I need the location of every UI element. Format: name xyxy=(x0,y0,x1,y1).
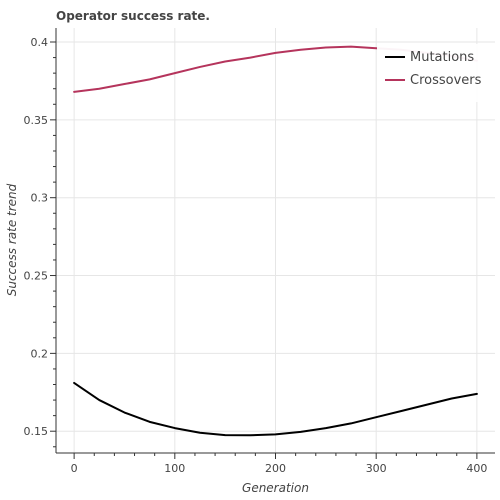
y-tick-label: 0.25 xyxy=(24,270,49,283)
y-axis-label: Success rate trend xyxy=(5,183,19,296)
x-tick-label: 0 xyxy=(71,462,78,475)
series-line-mutations xyxy=(73,381,478,437)
x-tick-label: 400 xyxy=(466,462,487,475)
legend-label-crossovers: Crossovers xyxy=(410,73,482,88)
x-tick-label: 300 xyxy=(366,462,387,475)
y-tick-label: 0.4 xyxy=(31,36,49,49)
legend-label-mutations: Mutations xyxy=(410,50,474,65)
x-tick-label: 100 xyxy=(164,462,185,475)
legend-box xyxy=(377,44,490,102)
chart-title: Operator success rate. xyxy=(56,9,210,23)
plot-area: 0 100 200 300 400 0.15 0.2 0.25 0.3 0.35 0.4 Mutati… xyxy=(24,28,495,475)
y-tick-label: 0.2 xyxy=(31,347,49,360)
x-tick-label: 200 xyxy=(265,462,286,475)
x-axis-label: Generation xyxy=(242,481,309,495)
y-tick-label: 0.15 xyxy=(24,425,49,438)
y-tick-label: 0.35 xyxy=(24,114,49,127)
y-tick-label: 0.3 xyxy=(31,192,49,205)
